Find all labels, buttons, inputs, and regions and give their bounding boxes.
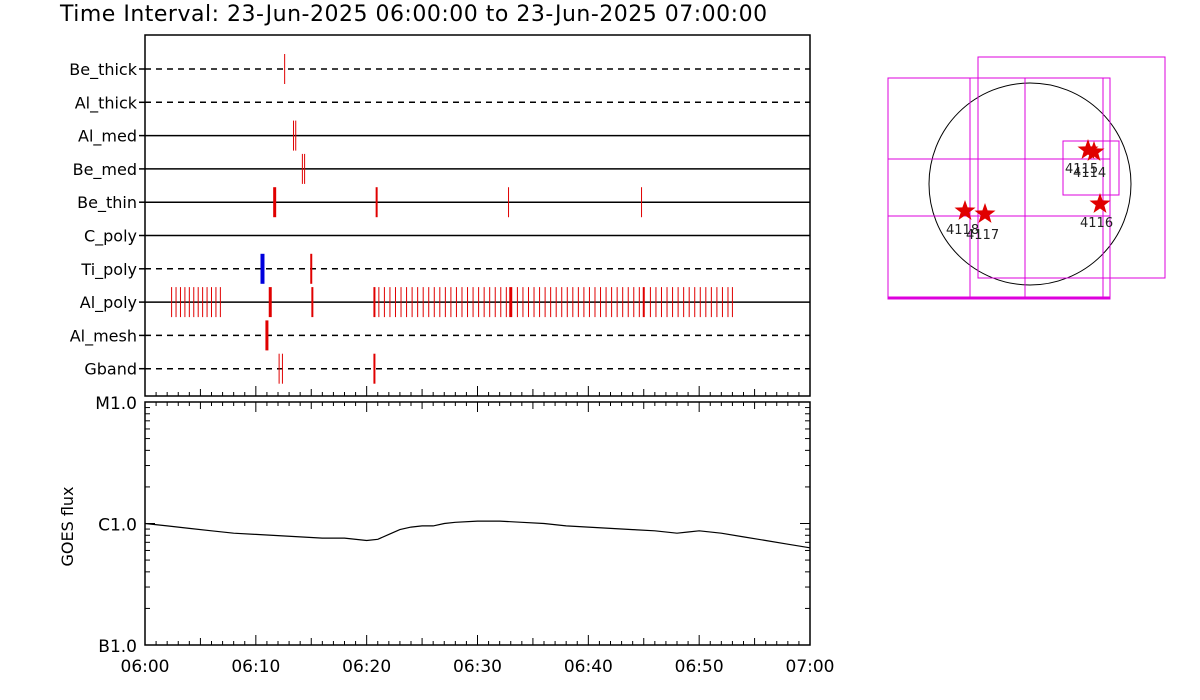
x-tick-label: 06:50: [675, 657, 724, 677]
region-star-icon: [974, 203, 996, 223]
channel-label: Ti_poly: [80, 260, 137, 280]
event-timeline-panel: Be_thick Al_thick Al_med Be_med Be_thin C_pol…: [69, 34, 811, 397]
region-label: 4118: [946, 223, 979, 238]
channel-label: Gband: [84, 360, 137, 379]
channel-label: Al_mesh: [70, 326, 137, 346]
region-label: 4116: [1080, 216, 1113, 231]
channel-label: Be_thin: [77, 193, 137, 213]
x-tick-label: 06:10: [231, 657, 280, 677]
goes-frame: [144, 401, 811, 646]
goes-flux-panel: M1.0 C1.0 B1.006:00 06:10 06:20 06:30 06:40 06:…: [58, 386, 835, 677]
region-label: 4115: [1065, 162, 1098, 177]
solar-disk: [928, 82, 1132, 286]
page-title: Time Interval: 23-Jun-2025 06:00:00 to 2…: [60, 2, 768, 27]
region-label: 4114: [1073, 166, 1106, 181]
x-tick-label: 06:20: [342, 657, 391, 677]
y-tick-label: B1.0: [98, 637, 137, 657]
region-label: 4117: [966, 228, 999, 243]
y-axis-label: GOES flux: [58, 486, 77, 566]
channel-label: Be_thick: [69, 60, 137, 80]
x-tick-label: 07:00: [786, 657, 835, 677]
y-tick-label: M1.0: [95, 394, 137, 414]
fov-box: [887, 77, 1111, 299]
x-tick-label: 06:40: [564, 657, 613, 677]
channel-label: Al_thick: [75, 93, 138, 113]
channel-label: Al_med: [78, 127, 137, 147]
channel-label: C_poly: [84, 227, 137, 247]
channel-label: Al_poly: [80, 293, 137, 313]
y-tick-label: C1.0: [98, 516, 137, 536]
x-tick-label: 06:30: [453, 657, 502, 677]
fov-box: [977, 56, 1166, 279]
x-tick-label: 06:00: [121, 657, 170, 677]
region-star-icon: [1083, 141, 1105, 161]
channel-label: Be_med: [73, 160, 137, 180]
region-star-icon: [954, 200, 976, 220]
region-star-icon: [1089, 193, 1111, 213]
fov-box: [887, 77, 1111, 300]
fov-box: [1062, 140, 1120, 196]
timeline-frame: [144, 34, 811, 397]
goes-flux-line: [144, 520, 811, 549]
